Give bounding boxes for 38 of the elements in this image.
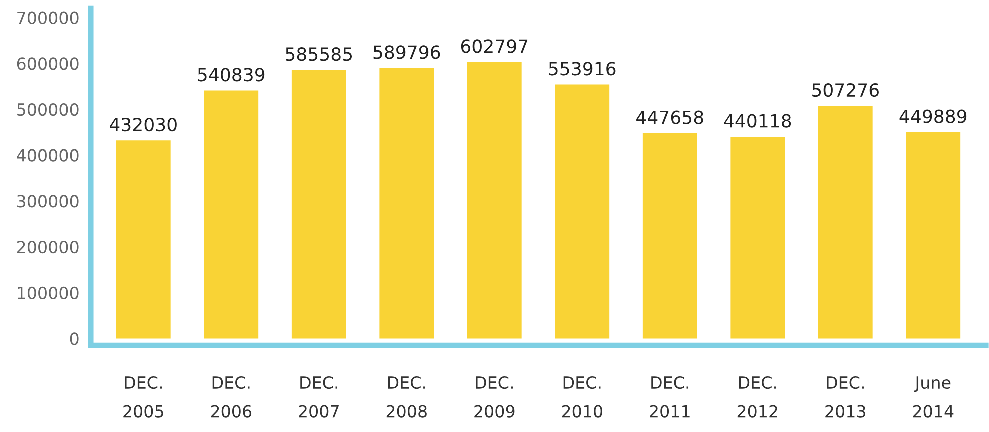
- y-tick-label: 300000: [18, 195, 79, 208]
- y-tick-label: 200000: [17, 240, 79, 254]
- y-tick-label: 0: [70, 332, 79, 346]
- data-label: 540839: [198, 68, 265, 82]
- x-tick-label: DEC. 2005: [124, 376, 164, 418]
- data-label: 602797: [461, 40, 528, 54]
- y-tick-label: 500000: [18, 103, 79, 116]
- y-tick-label: 400000: [17, 149, 79, 162]
- data-label: 432030: [110, 118, 177, 132]
- data-label: 589796: [374, 46, 440, 60]
- x-tick-label: DEC. 2007: [299, 376, 339, 418]
- bar: [467, 62, 522, 339]
- x-tick-label: DEC. 2012: [738, 376, 778, 418]
- x-tick-label: DEC. 2006: [211, 376, 252, 418]
- bar: [906, 132, 961, 339]
- data-label: 449889: [900, 110, 967, 124]
- bar: [204, 90, 259, 339]
- x-tick-label: DEC. 2011: [650, 376, 690, 418]
- x-tick-label: DEC. 2013: [826, 376, 866, 418]
- y-tick-label: 700000: [18, 12, 79, 24]
- data-label: 553916: [549, 62, 616, 76]
- x-tick-label: DEC. 2008: [386, 376, 427, 418]
- y-tick-label: 100000: [18, 286, 79, 300]
- x-tick-label: June 2014: [913, 376, 954, 418]
- data-label: 585585: [286, 48, 352, 62]
- x-tick-label: DEC. 2009: [474, 376, 515, 418]
- x-tick-label: DEC. 2010: [562, 376, 602, 418]
- y-tick-label: 600000: [17, 58, 79, 70]
- data-label: 447658: [636, 110, 704, 124]
- bar: [292, 70, 346, 339]
- bar: [818, 106, 873, 339]
- bar: [642, 133, 698, 339]
- data-label: 507276: [812, 83, 879, 98]
- data-label: 440118: [724, 114, 792, 128]
- bar: [116, 140, 171, 339]
- bar: [555, 84, 610, 339]
- bar: [730, 136, 786, 339]
- bar: [380, 68, 434, 339]
